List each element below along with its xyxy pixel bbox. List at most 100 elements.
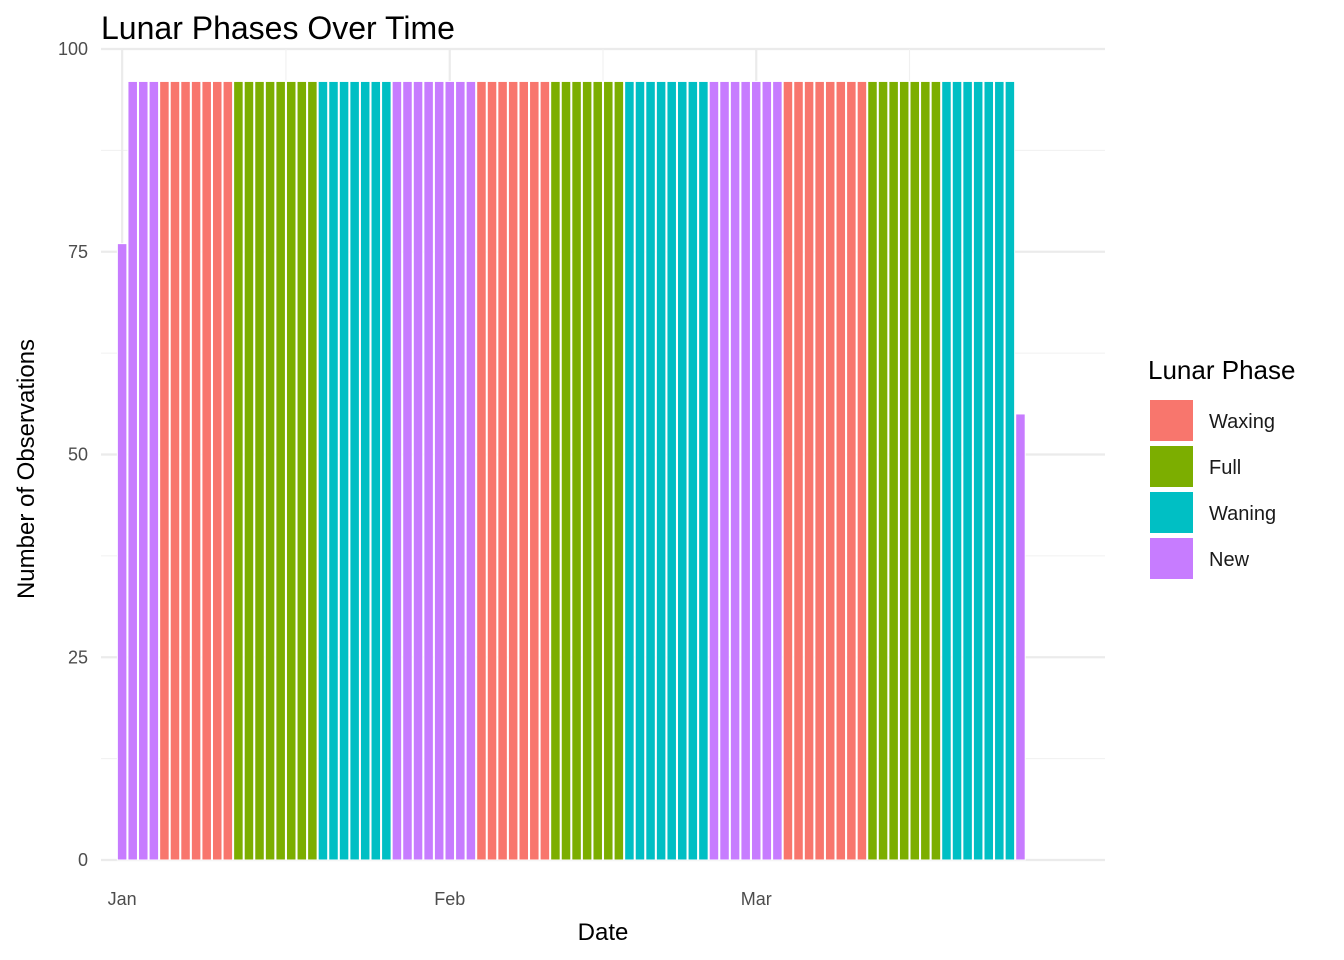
bar-waning	[359, 80, 371, 861]
bar-waxing	[793, 80, 804, 861]
x-axis-title: Date	[578, 919, 629, 946]
bar-full	[243, 80, 255, 861]
bar-full	[560, 80, 572, 861]
bar-waxing	[856, 80, 868, 861]
bar-full	[307, 80, 318, 861]
bars	[116, 80, 1026, 861]
bar-full	[898, 80, 910, 861]
bar-waning	[951, 80, 963, 861]
bar-waxing	[211, 80, 223, 861]
bar-new	[455, 80, 466, 861]
bar-full	[877, 80, 889, 861]
x-tick-label: Mar	[741, 889, 772, 909]
y-tick-label: 75	[68, 242, 88, 262]
bar-new	[729, 80, 741, 861]
bar-waxing	[180, 80, 191, 861]
bar-full	[254, 80, 265, 861]
bar-new	[148, 80, 160, 861]
bar-waxing	[529, 80, 540, 861]
bar-new	[761, 80, 773, 861]
bar-new	[402, 80, 413, 861]
bar-full	[285, 80, 297, 861]
bar-waxing	[222, 80, 234, 861]
bar-waning	[962, 80, 973, 861]
legend-label-waning: Waning	[1209, 503, 1276, 525]
bar-waning	[370, 80, 382, 861]
bar-waxing	[486, 80, 498, 861]
bar-new	[127, 80, 138, 861]
bar-new	[772, 80, 783, 861]
chart-title: Lunar Phases Over Time	[101, 10, 455, 46]
bar-waning	[634, 80, 646, 861]
bar-waning	[349, 80, 360, 861]
legend-label-waxing: Waxing	[1209, 411, 1275, 433]
bar-waxing	[159, 80, 170, 861]
bar-full	[867, 80, 878, 861]
y-tick-label: 50	[68, 445, 88, 465]
bar-new	[444, 80, 456, 861]
bar-full	[920, 80, 931, 861]
bar-waning	[655, 80, 667, 861]
bar-new	[412, 80, 424, 861]
bar-new	[465, 80, 477, 861]
bar-waxing	[507, 80, 519, 861]
bar-new	[116, 243, 128, 861]
legend-key-waning	[1150, 492, 1193, 533]
bar-full	[603, 80, 614, 861]
bar-waning	[941, 80, 952, 861]
bar-full	[592, 80, 603, 861]
x-tick-label: Feb	[434, 889, 465, 909]
x-tick-label: Jan	[108, 889, 137, 909]
bar-new	[391, 80, 403, 861]
bar-new	[423, 80, 434, 861]
bar-waxing	[814, 80, 825, 861]
bar-waning	[1004, 80, 1016, 861]
bar-waning	[645, 80, 656, 861]
bar-full	[550, 80, 561, 861]
bar-waxing	[846, 80, 857, 861]
bar-waning	[698, 80, 709, 861]
bar-full	[613, 80, 625, 861]
y-axis-tick-labels: 0 25 50 75 100	[58, 39, 88, 870]
legend-title: Lunar Phase	[1148, 355, 1295, 385]
bar-new	[708, 80, 720, 861]
y-axis-title: Number of Observations	[13, 339, 40, 599]
bar-waning	[381, 80, 392, 861]
bar-waning	[328, 80, 339, 861]
bar-full	[275, 80, 286, 861]
legend-label-new: New	[1209, 549, 1250, 571]
legend: Lunar Phase Waxing Full Waning New	[1148, 355, 1295, 579]
legend-key-waxing	[1150, 400, 1193, 441]
bar-waning	[687, 80, 699, 861]
y-tick-label: 0	[78, 850, 88, 870]
legend-key-new	[1150, 538, 1193, 579]
bar-full	[233, 80, 244, 861]
bar-new	[1015, 413, 1026, 861]
bar-waning	[666, 80, 677, 861]
bar-waning	[624, 80, 635, 861]
bar-waxing	[824, 80, 836, 861]
x-axis-tick-labels: Jan Feb Mar	[108, 889, 772, 909]
bar-waning	[994, 80, 1005, 861]
bar-waxing	[497, 80, 508, 861]
bar-new	[750, 80, 762, 861]
legend-label-full: Full	[1209, 457, 1241, 479]
bar-new	[719, 80, 730, 861]
bar-waning	[338, 80, 350, 861]
bar-waxing	[803, 80, 815, 861]
bar-waxing	[476, 80, 487, 861]
bar-waxing	[782, 80, 794, 861]
y-tick-label: 25	[68, 647, 88, 667]
bar-waxing	[539, 80, 551, 861]
bar-waxing	[169, 80, 181, 861]
bar-full	[888, 80, 899, 861]
bar-full	[264, 80, 276, 861]
legend-key-full	[1150, 446, 1193, 487]
bar-waning	[677, 80, 688, 861]
bar-waning	[317, 80, 329, 861]
bar-full	[296, 80, 308, 861]
bar-waxing	[835, 80, 847, 861]
bar-new	[740, 80, 751, 861]
bar-full	[930, 80, 942, 861]
